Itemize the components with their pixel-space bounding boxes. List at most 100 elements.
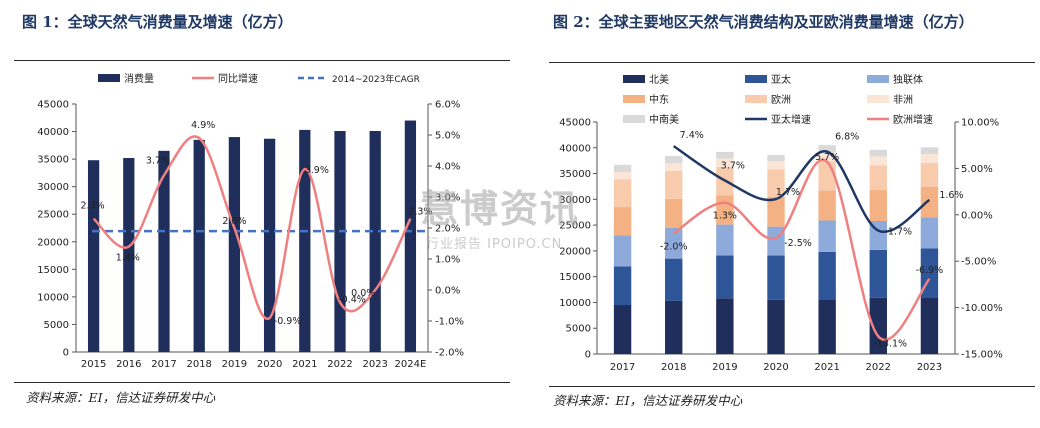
legend-label: 欧洲增速 (893, 113, 933, 126)
europe-growth-label: 1.3% (713, 211, 737, 222)
bar-segment-独联体 (920, 217, 939, 249)
asia-growth-label: 1.7% (776, 187, 800, 198)
bar-segment-中东 (665, 198, 683, 228)
bar-consumption (263, 138, 276, 352)
growth-data-label: 1.4% (116, 253, 140, 264)
bar-segment-非洲 (613, 172, 632, 180)
y-tick-label: 5000 (44, 320, 69, 331)
bar-segment-亚太 (665, 258, 683, 301)
bar-segment-亚太 (767, 255, 785, 300)
europe-growth-label: -2.0% (660, 241, 688, 252)
y-tick-label: 20000 (559, 246, 591, 257)
bar-consumption (158, 150, 170, 352)
legend-label-cagr: 2014~2023年CAGR (332, 73, 420, 85)
bar-consumption (228, 137, 241, 352)
y-tick-label: 0 (63, 348, 69, 359)
bar-segment-欧洲 (665, 170, 683, 199)
y-tick-label: 25000 (559, 221, 591, 232)
legend-label: 北美 (649, 73, 669, 86)
x-tick-label: 2023 (917, 362, 942, 373)
europe-growth-label: -2.5% (784, 238, 812, 249)
y2-tick-label: 5.00% (961, 164, 993, 175)
legend-label: 亚太 (771, 73, 791, 86)
y2-tick-label: 2.0% (435, 224, 460, 235)
asia-growth-label: 6.8% (835, 132, 859, 143)
y-tick-label: 45000 (559, 118, 591, 129)
legend-label: 亚太增速 (771, 113, 811, 126)
bar-segment-中南美 (767, 154, 785, 162)
y2-tick-label: -10.00% (961, 303, 1003, 314)
bar-segment-欧洲 (920, 162, 939, 187)
legend-swatch-bar (867, 95, 889, 103)
y-tick-label: 20000 (37, 237, 69, 248)
legend-swatch-bar (623, 75, 645, 83)
bar-segment-中南美 (920, 147, 939, 154)
growth-data-label: 4.9% (191, 120, 215, 131)
y-tick-label: 0 (585, 350, 591, 361)
x-tick-label: 2020 (257, 359, 282, 370)
legend-label-consumption: 消费量 (124, 72, 154, 85)
growth-data-label: 0.0% (351, 288, 375, 299)
growth-data-label: 2.3% (81, 201, 105, 212)
asia-growth-label: -1.7% (884, 227, 912, 238)
legend-swatch-bar (867, 75, 889, 83)
figure-1-title: 图 1：全球天然气消费量及增速（亿方） (22, 13, 293, 31)
y2-tick-label: -15.00% (961, 350, 1003, 361)
bar-consumption (369, 131, 381, 352)
europe-growth-line (673, 158, 931, 341)
bar-segment-欧洲 (869, 165, 887, 191)
bar-segment-非洲 (665, 163, 683, 171)
asia-growth-label: 1.6% (939, 190, 963, 201)
legend-label: 欧洲 (771, 94, 791, 106)
bar-consumption (299, 129, 311, 352)
y2-tick-label: 10.00% (961, 118, 999, 129)
y-tick-label: 30000 (37, 182, 69, 193)
x-tick-label: 2021 (292, 359, 317, 370)
bar-segment-非洲 (767, 161, 785, 170)
bar-segment-北美 (920, 297, 939, 354)
asia-growth-line (673, 145, 931, 234)
growth-data-label: 3.7% (146, 155, 170, 166)
bar-segment-亚太 (869, 249, 887, 298)
x-tick-label: 2018 (186, 359, 211, 370)
y2-tick-label: -5.00% (961, 257, 996, 268)
x-tick-label: 2018 (661, 362, 686, 373)
y2-tick-label: 1.0% (435, 255, 460, 266)
figure-2-bottom-rule (549, 386, 1035, 387)
x-tick-label: 2019 (712, 362, 737, 373)
figure-1-source: 资料来源：EI，信达证券研发中心 (26, 390, 216, 405)
y-tick-label: 30000 (559, 195, 591, 206)
y-tick-label: 40000 (37, 127, 69, 138)
x-tick-label: 2020 (763, 362, 788, 373)
bar-segment-中东 (613, 207, 632, 236)
asia-growth-label: 3.7% (721, 160, 745, 171)
y2-tick-label: 4.0% (435, 162, 460, 173)
figure-2-panel: 图 2：全球主要地区天然气消费结构及亚欧消费量增速（亿方） 北美 亚太 独联体 中东欧… (545, 0, 1040, 428)
legend-label: 中南美 (649, 113, 679, 126)
figure-1-top-rule (14, 60, 510, 61)
bar-segment-欧洲 (613, 179, 632, 208)
bar-segment-独联体 (665, 227, 683, 259)
europe-growth-label: -13.1% (873, 338, 907, 349)
bar-segment-中南美 (869, 149, 887, 157)
bar-segment-北美 (665, 300, 683, 354)
bar-consumption (193, 139, 205, 352)
figure-1-chart: 消费量 同比增速 2014~2023年CAGR 0 5000 10000 15000 2000… (37, 72, 464, 370)
x-tick-label: 2019 (222, 359, 247, 370)
y-tick-label: 15000 (37, 265, 69, 276)
bar-segment-亚太 (613, 266, 632, 306)
bar-segment-中东 (920, 186, 939, 218)
bar-segment-北美 (767, 299, 785, 354)
x-tick-label: 2022 (327, 359, 352, 370)
y-tick-label: 10000 (37, 292, 69, 303)
figure-2-top-rule (549, 62, 1035, 63)
legend-swatch-bar (745, 75, 767, 83)
bar-segment-北美 (613, 305, 632, 354)
y-tick-label: 45000 (37, 100, 69, 111)
x-tick-label: 2015 (81, 359, 106, 370)
bar-segment-非洲 (818, 152, 836, 162)
bar-segment-亚太 (716, 255, 734, 299)
growth-line (92, 135, 412, 320)
bar-segment-中东 (767, 196, 785, 227)
bar-segment-中南美 (818, 145, 836, 153)
